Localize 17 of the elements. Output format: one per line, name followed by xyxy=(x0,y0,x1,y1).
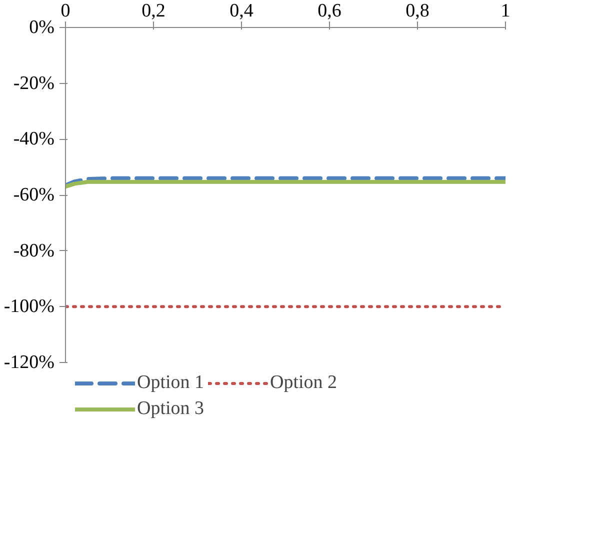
legend-label: Option 2 xyxy=(270,372,338,394)
y-tick-label: -120% xyxy=(4,352,55,373)
y-tick-label: -40% xyxy=(13,128,55,150)
legend-label: Option 1 xyxy=(137,372,204,394)
y-tick-label: 0% xyxy=(29,17,55,38)
y-tick-label: -60% xyxy=(13,184,55,206)
x-tick-label: 0 xyxy=(60,0,70,22)
y-tick-label: -80% xyxy=(13,240,55,262)
y-tick-label: -20% xyxy=(13,72,55,94)
x-tick-label: 0,4 xyxy=(230,0,254,22)
x-tick-label: 0,2 xyxy=(142,0,166,22)
x-tick-label: 1 xyxy=(500,0,510,22)
line-series xyxy=(66,176,506,188)
y-tick-label: -100% xyxy=(4,296,55,318)
x-tick-label: 0,8 xyxy=(406,0,430,22)
legend-label: Option 3 xyxy=(137,398,204,420)
x-tick-label: 0,6 xyxy=(318,0,342,22)
